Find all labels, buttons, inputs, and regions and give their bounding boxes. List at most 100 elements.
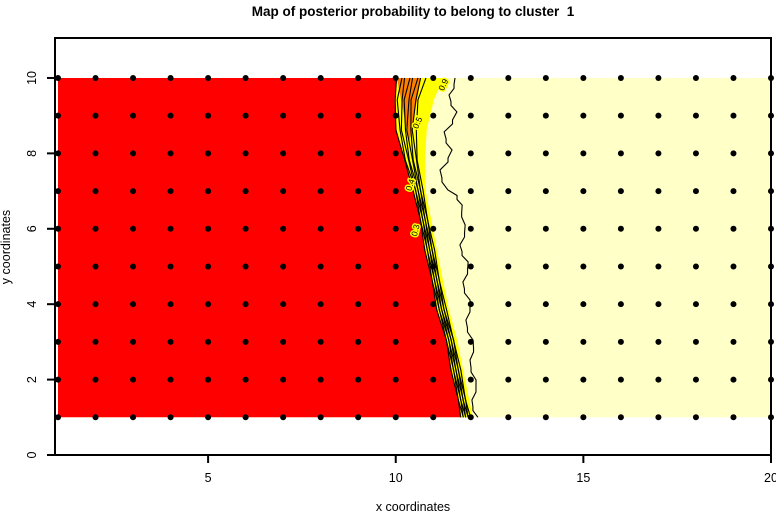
data-point (542, 112, 549, 119)
data-point (92, 112, 99, 119)
data-point (205, 338, 212, 345)
data-point (167, 338, 174, 345)
data-point (542, 338, 549, 345)
fill-low-region (58, 77, 462, 418)
data-point (467, 414, 474, 421)
data-point (655, 414, 662, 421)
data-point (242, 150, 249, 157)
plot-box (54, 37, 772, 456)
data-point (580, 263, 587, 270)
data-point (317, 414, 324, 421)
data-point (355, 263, 362, 270)
data-point (692, 188, 699, 195)
data-point (505, 301, 512, 308)
data-point (205, 263, 212, 270)
x-axis-label: x coordinates (375, 500, 451, 514)
data-point (280, 225, 287, 232)
data-point (317, 338, 324, 345)
data-point (655, 188, 662, 195)
data-point (692, 376, 699, 383)
data-point (542, 74, 549, 81)
data-point (542, 414, 549, 421)
data-point (205, 301, 212, 308)
data-point (467, 225, 474, 232)
data-point (55, 301, 62, 308)
y-tick-label: 6 (25, 225, 39, 232)
contour-line (406, 77, 467, 418)
data-point (730, 150, 737, 157)
data-point (542, 150, 549, 157)
data-point (392, 263, 399, 270)
data-point (242, 74, 249, 81)
data-point (92, 225, 99, 232)
data-point (205, 150, 212, 157)
data-point (692, 74, 699, 81)
data-point (280, 74, 287, 81)
data-point (317, 376, 324, 383)
data-point (730, 74, 737, 81)
data-point (430, 414, 437, 421)
data-point (130, 225, 137, 232)
data-point (617, 112, 624, 119)
data-point (392, 112, 399, 119)
data-point (655, 263, 662, 270)
data-point (467, 263, 474, 270)
data-point (467, 301, 474, 308)
data-point (55, 338, 62, 345)
data-point (205, 376, 212, 383)
data-point (655, 376, 662, 383)
data-point (392, 74, 399, 81)
data-point (392, 376, 399, 383)
data-point (280, 376, 287, 383)
data-point (355, 188, 362, 195)
data-point (430, 301, 437, 308)
data-point (580, 150, 587, 157)
data-point (317, 188, 324, 195)
data-point (242, 301, 249, 308)
data-point (692, 263, 699, 270)
data-point (280, 263, 287, 270)
data-point (430, 263, 437, 270)
data-point (280, 414, 287, 421)
data-point (617, 301, 624, 308)
plot-title: Map of posterior probability to belong t… (251, 4, 575, 19)
data-point (242, 188, 249, 195)
data-point (205, 112, 212, 119)
data-point (730, 188, 737, 195)
x-tick-label: 5 (205, 471, 212, 485)
data-point (392, 414, 399, 421)
y-tick-label: 10 (25, 71, 39, 85)
data-point (55, 74, 62, 81)
data-point (205, 74, 212, 81)
y-tick-label: 8 (25, 150, 39, 157)
data-point (505, 150, 512, 157)
data-point (167, 150, 174, 157)
data-point (692, 112, 699, 119)
data-point (130, 338, 137, 345)
data-point (655, 225, 662, 232)
data-point (355, 338, 362, 345)
x-tick-label: 20 (764, 471, 776, 485)
data-point (55, 414, 62, 421)
x-tick-label: 10 (389, 471, 403, 485)
data-point (392, 225, 399, 232)
data-point (467, 338, 474, 345)
data-point (580, 225, 587, 232)
data-point (580, 301, 587, 308)
data-point (55, 376, 62, 383)
data-point (542, 301, 549, 308)
data-point (542, 263, 549, 270)
data-point (392, 188, 399, 195)
data-point (467, 188, 474, 195)
data-point (505, 338, 512, 345)
data-point (655, 338, 662, 345)
data-point (130, 188, 137, 195)
data-point (92, 150, 99, 157)
data-point (430, 150, 437, 157)
contour-line (394, 77, 462, 418)
data-point (617, 74, 624, 81)
y-axis-label: y coordinates (0, 209, 13, 285)
data-point (130, 74, 137, 81)
data-point (730, 112, 737, 119)
